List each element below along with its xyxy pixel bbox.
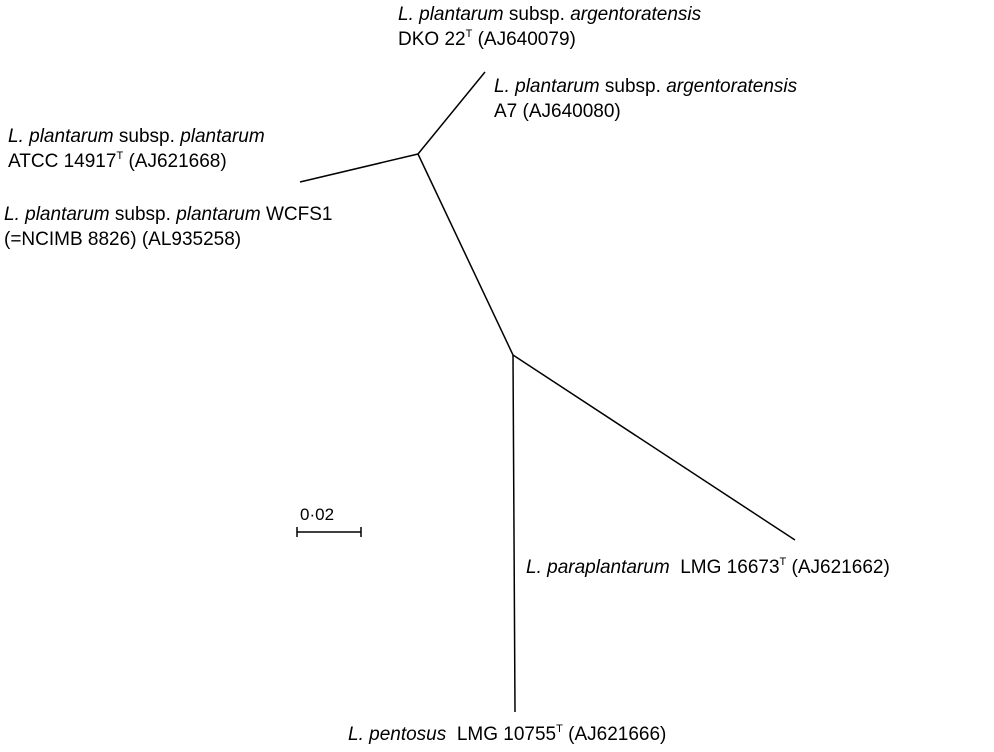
leaf-strain-line: DKO 22T (AJ640079) (398, 27, 701, 52)
genus: L. (4, 204, 20, 225)
branch-to-paraplantarum (512, 354, 796, 541)
accession: (AJ640079) (477, 29, 576, 50)
subspecies: argentoratensis (666, 76, 798, 97)
leaf-taxon-line: L. plantarum subsp. argentoratensis (494, 74, 797, 99)
rank: subsp. (114, 204, 171, 225)
accession: (AJ621662) (791, 557, 890, 578)
genus: L. (348, 724, 364, 745)
subspecies: plantarum (176, 204, 261, 225)
species: plantarum (419, 4, 504, 25)
leaf-taxon-line: L. paraplantarum LMG 16673T (AJ621662) (526, 555, 890, 580)
branch-to-pentosus (512, 354, 516, 713)
leaf-taxon-line: L. pentosus LMG 10755T (AJ621666) (348, 722, 666, 747)
accession: (AJ621666) (568, 724, 667, 745)
leaf-label-pentosus-lmg10755: L. pentosus LMG 10755T (AJ621666) (348, 722, 666, 747)
type-strain-mark: T (556, 723, 563, 735)
rank: subsp. (118, 126, 175, 147)
leaf-strain-line: ATCC 14917T (AJ621668) (8, 149, 265, 174)
accession: (AL935258) (141, 229, 242, 250)
leaf-label-plantarum-atcc14917: L. plantarum subsp. plantarum ATCC 14917… (8, 124, 265, 174)
species: paraplantarum (547, 557, 670, 578)
genus: L. (398, 4, 414, 25)
strain: DKO 22 (398, 29, 466, 50)
branch-to-argentoratensis-clade (417, 71, 486, 155)
accession: (AJ621668) (128, 151, 227, 172)
species: plantarum (25, 204, 110, 225)
accession: (AJ640080) (522, 101, 621, 122)
rank: subsp. (604, 76, 661, 97)
leaf-taxon-line: L. plantarum subsp. argentoratensis (398, 2, 701, 27)
subspecies: argentoratensis (570, 4, 702, 25)
branch-internal-upper (417, 153, 514, 356)
scale-bar (296, 527, 362, 537)
branch-to-plantarum-clade (299, 153, 419, 183)
genus: L. (494, 76, 510, 97)
leaf-label-argentoratensis-dko22: L. plantarum subsp. argentoratensis DKO … (398, 2, 701, 52)
type-strain-mark: T (116, 150, 124, 162)
strain: A7 (494, 101, 518, 122)
type-strain-mark: T (465, 28, 473, 40)
rank: subsp. (508, 4, 565, 25)
type-strain-mark: T (779, 556, 787, 568)
species: pentosus (369, 724, 447, 745)
scale-bar-label: 0·02 (300, 505, 335, 524)
genus: L. (8, 126, 24, 147)
leaf-label-plantarum-wcfs1: L. plantarum subsp. plantarum WCFS1 (=NC… (4, 202, 332, 252)
strain: LMG 10755 (456, 724, 557, 745)
leaf-strain-line: A7 (AJ640080) (494, 99, 797, 124)
leaf-label-paraplantarum-lmg16673: L. paraplantarum LMG 16673T (AJ621662) (526, 555, 890, 580)
subspecies: plantarum (180, 126, 265, 147)
genus: L. (526, 557, 542, 578)
leaf-label-argentoratensis-a7: L. plantarum subsp. argentoratensis A7 (… (494, 74, 797, 124)
species: plantarum (29, 126, 114, 147)
species: plantarum (515, 76, 600, 97)
leaf-taxon-line: L. plantarum subsp. plantarum (8, 124, 265, 149)
strain: ATCC 14917 (8, 151, 117, 172)
alt-strain: (=NCIMB 8826) (4, 229, 137, 250)
strain: WCFS1 (265, 204, 333, 225)
leaf-taxon-line: L. plantarum subsp. plantarum WCFS1 (4, 202, 332, 227)
leaf-strain-line: (=NCIMB 8826) (AL935258) (4, 227, 332, 252)
strain: LMG 16673 (680, 557, 780, 578)
